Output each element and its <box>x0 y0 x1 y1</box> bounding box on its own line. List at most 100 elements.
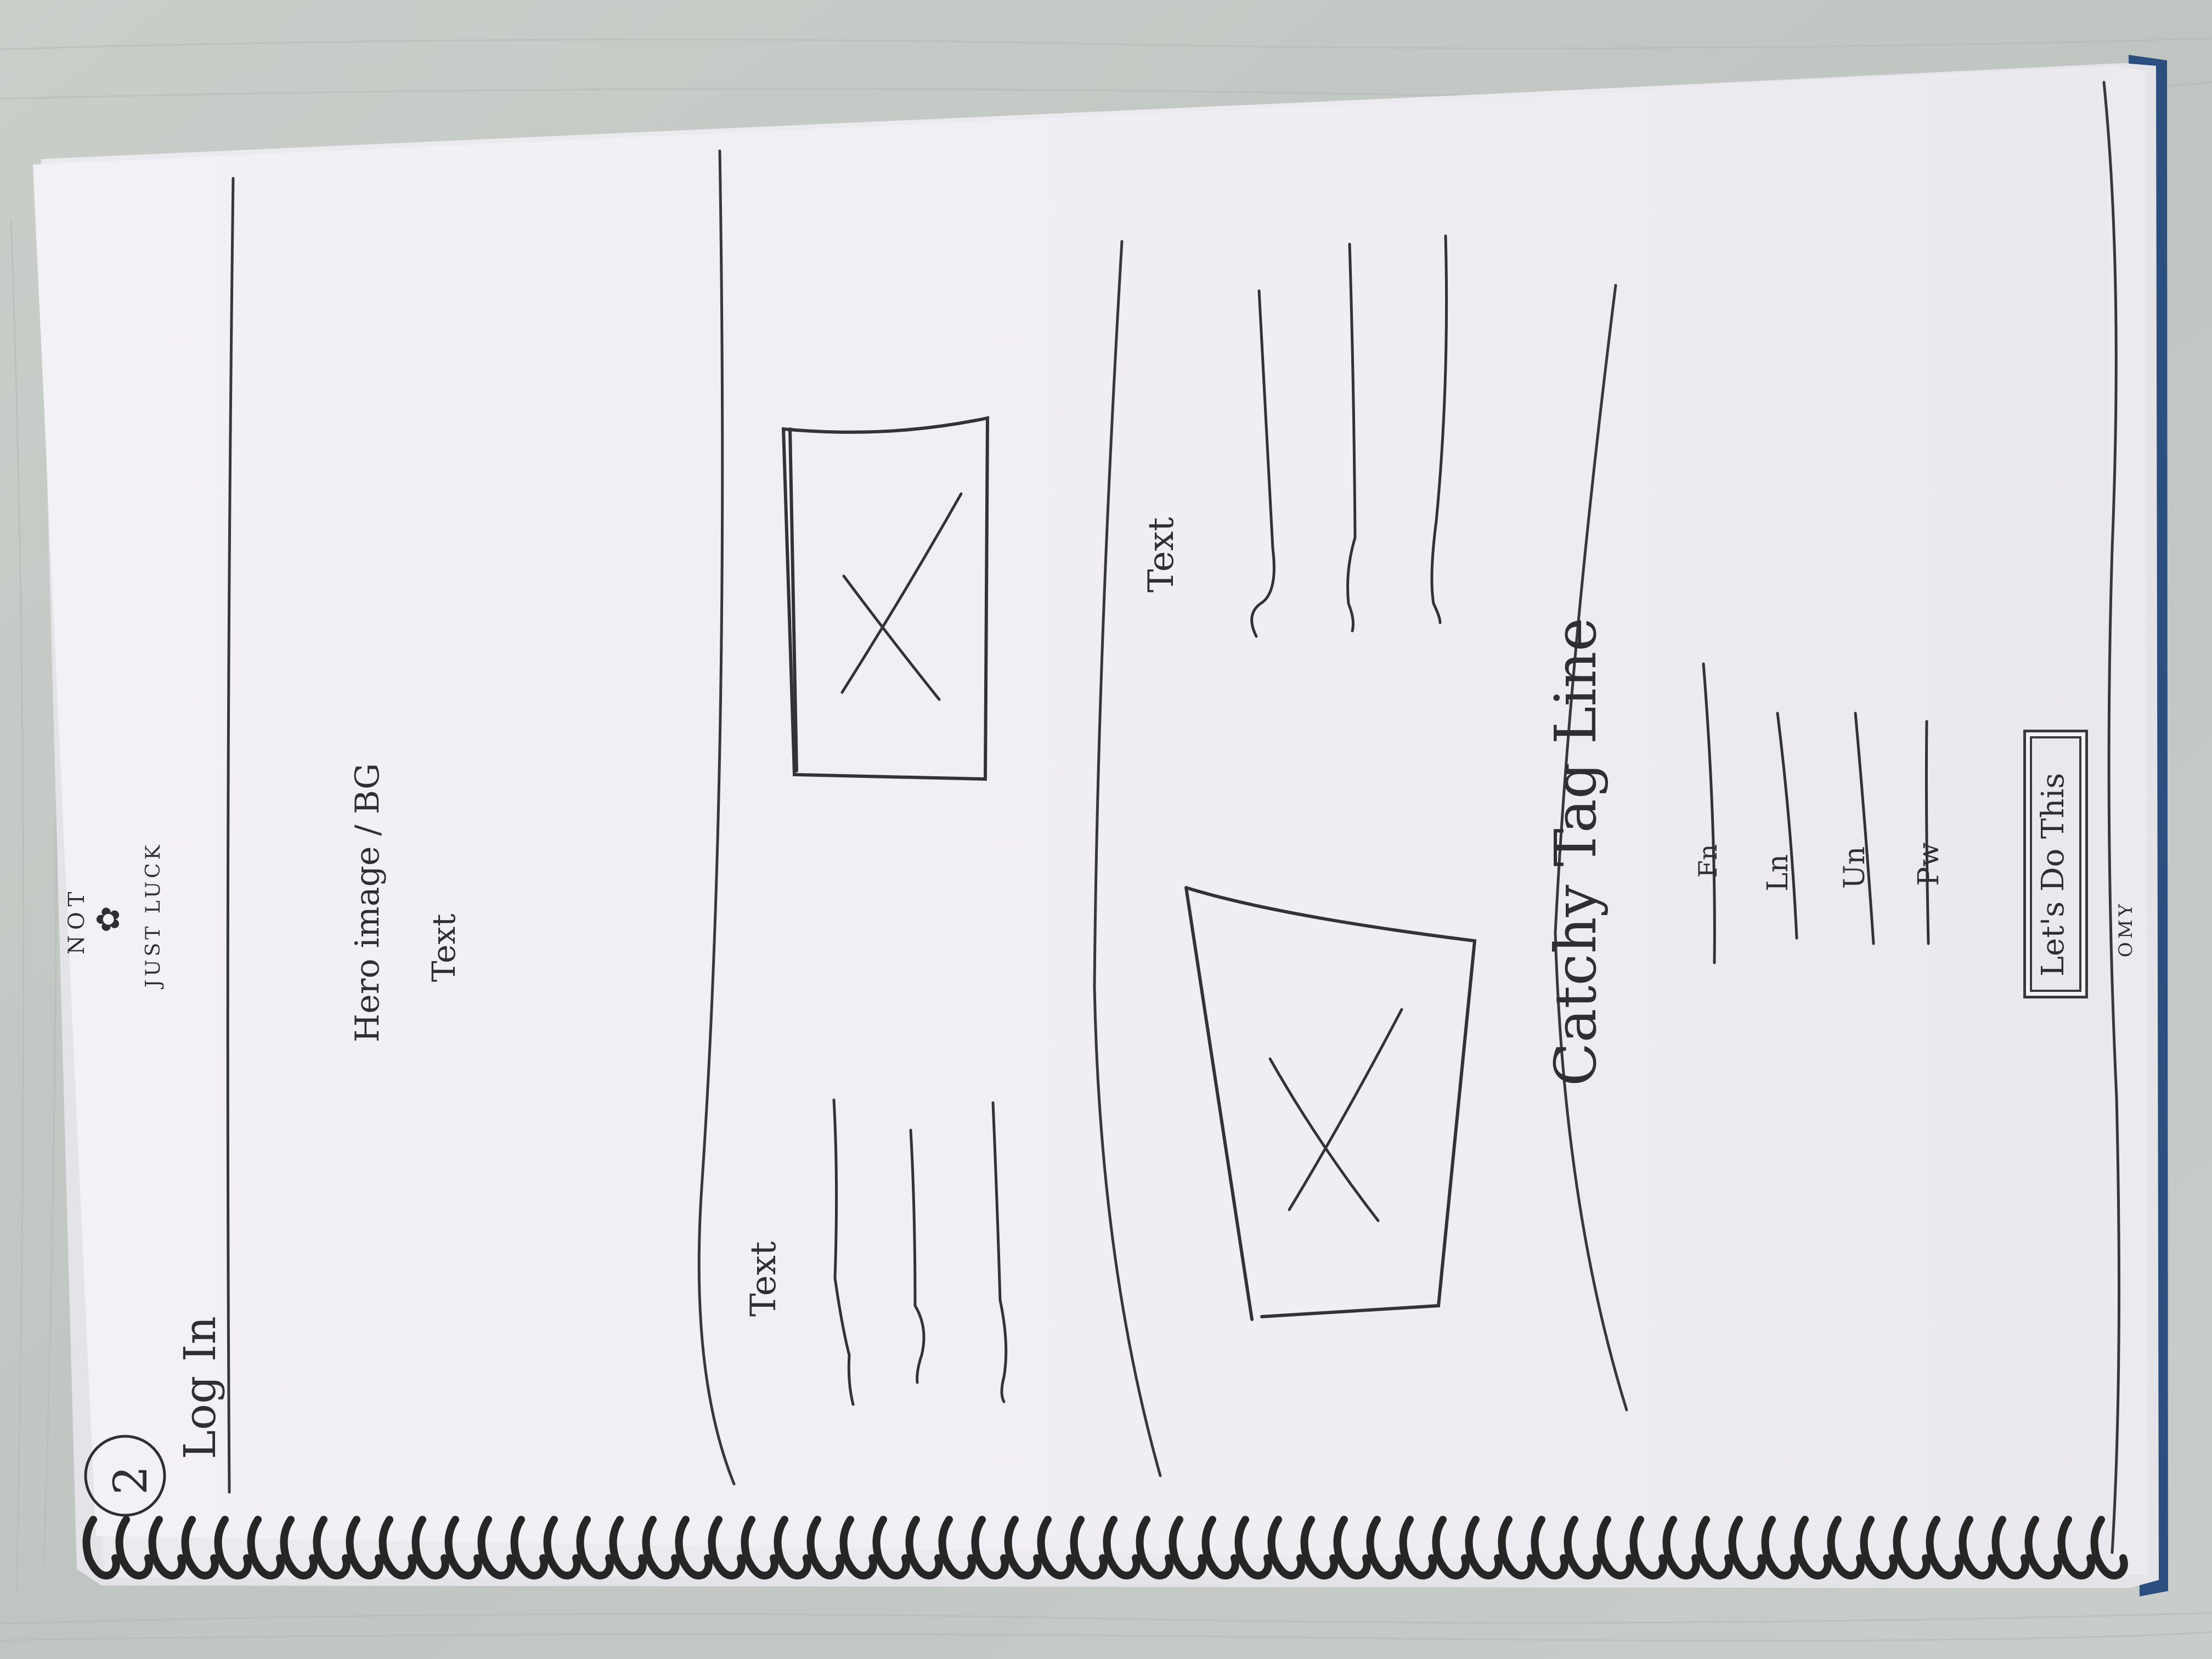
hero-divider <box>697 149 736 1486</box>
first-name-field-line <box>1702 662 1716 964</box>
feature-2-text-label: Text <box>1141 517 1182 592</box>
spiral-coil <box>609 1516 647 1579</box>
last-name-field-line <box>1776 712 1798 940</box>
spiral-coil <box>1794 1516 1832 1579</box>
page-number-circle <box>84 1435 166 1517</box>
feature-divider <box>1093 240 1162 1477</box>
hero-subtitle: Text <box>425 913 462 982</box>
spiral-coil <box>905 1516 943 1579</box>
spiral-coil <box>1531 1516 1568 1579</box>
spiral-coil <box>938 1516 976 1579</box>
spiral-coil <box>1564 1516 1601 1579</box>
password-label: Pw <box>1912 842 1945 887</box>
spiral-coil <box>1004 1516 1042 1579</box>
logo-icon: ✿ <box>89 906 127 933</box>
page-number: 2 <box>104 1465 157 1495</box>
x-image-placeholder-icon <box>1268 1008 1403 1222</box>
spiral-coil <box>115 1516 153 1579</box>
spiral-coil <box>313 1516 351 1579</box>
spiral-coil <box>1399 1516 1437 1579</box>
paper-sheet <box>33 70 2113 1569</box>
feature-1-text-label: Text <box>743 1241 784 1317</box>
signup-tagline: Catchy Tag Line <box>1542 617 1609 1086</box>
signup-divider-top <box>1554 284 1628 1412</box>
password-field-line <box>1925 720 1930 945</box>
x-image-placeholder-icon <box>840 492 963 701</box>
spiral-coil <box>411 1516 449 1579</box>
username-label: Un <box>1838 846 1871 889</box>
submit-button[interactable]: Let's Do This <box>2023 730 2088 998</box>
spiral-coil <box>642 1516 680 1579</box>
spiral-coil <box>1201 1516 1239 1579</box>
spiral-coil <box>148 1516 186 1579</box>
spiral-coil <box>247 1516 285 1579</box>
spiral-coil <box>1893 1516 1931 1579</box>
spiral-coil <box>741 1516 778 1579</box>
spiral-coil <box>510 1516 548 1579</box>
spiral-coil <box>181 1516 219 1579</box>
spiral-coil <box>1267 1516 1305 1579</box>
spiral-coil <box>1860 1516 1898 1579</box>
spiral-coil <box>971 1516 1009 1579</box>
spiral-coil <box>346 1516 383 1579</box>
feature-1-text-lines <box>832 1098 1008 1406</box>
footer-divider <box>2102 81 2120 1554</box>
wood-grain <box>0 37 2212 1642</box>
spiral-coil <box>872 1516 910 1579</box>
spiral-coil <box>1728 1516 1766 1579</box>
spiral-coil <box>1037 1516 1075 1579</box>
hero-title: Hero image / BG <box>348 763 387 1042</box>
username-field-line <box>1854 712 1875 945</box>
spiral-coil <box>444 1516 482 1579</box>
spiral-coil <box>1432 1516 1470 1579</box>
spiral-coil <box>1827 1516 1865 1579</box>
spiral-coil <box>2057 1516 2095 1579</box>
spiral-coil <box>2090 1516 2128 1579</box>
feature-1-image-placeholder <box>781 416 990 781</box>
spiral-coil <box>1333 1516 1371 1579</box>
header-divider <box>226 177 235 1494</box>
submit-button-label: Let's Do This <box>2035 772 2071 977</box>
spiral-coil <box>1761 1516 1799 1579</box>
spiral-coil <box>1959 1516 1996 1579</box>
logo-caption-top: NOT <box>64 886 89 955</box>
spiral-coil <box>1926 1516 1963 1579</box>
spiral-coil <box>675 1516 713 1579</box>
spiral-coil <box>774 1516 811 1579</box>
login-link[interactable]: Log In <box>174 1316 225 1459</box>
spiral-coil <box>576 1516 614 1579</box>
spiral-coil <box>543 1516 581 1579</box>
logo-caption-bottom: JUST LUCK <box>142 842 165 988</box>
spiral-coil <box>379 1516 416 1579</box>
spiral-coil <box>839 1516 877 1579</box>
spiral-coil <box>1234 1516 1272 1579</box>
footer-logo: OMY <box>2115 900 2137 957</box>
spiral-coil <box>280 1516 318 1579</box>
spiral-coil <box>1991 1516 2029 1579</box>
spiral-coil <box>82 1516 120 1579</box>
spiral-coil <box>1695 1516 1733 1579</box>
spiral-coil <box>1596 1516 1634 1579</box>
spiral-coil <box>1136 1516 1173 1579</box>
spiral-coil <box>1103 1516 1141 1579</box>
signup-field-lines <box>1702 662 1930 964</box>
spiral-coil <box>1169 1516 1206 1579</box>
spiral-coil <box>708 1516 746 1579</box>
spiral-coil <box>1629 1516 1667 1579</box>
spiral-coil <box>1070 1516 1108 1579</box>
feature-2-text-lines <box>1250 234 1448 638</box>
spiral-coil <box>1465 1516 1503 1579</box>
spiral-coil <box>1300 1516 1338 1579</box>
spiral-coil <box>806 1516 844 1579</box>
feature-2-image-placeholder <box>1184 886 1477 1321</box>
spiral-coil <box>477 1516 515 1579</box>
last-name-label: Ln <box>1762 854 1795 891</box>
first-name-label: Fn <box>1693 844 1723 878</box>
spiral-coil <box>2024 1516 2062 1579</box>
spiral-coil <box>1366 1516 1404 1579</box>
spiral-binding <box>82 1516 2128 1579</box>
spiral-coil <box>214 1516 252 1579</box>
spiral-coil <box>1662 1516 1700 1579</box>
spiral-coil <box>1498 1516 1536 1579</box>
